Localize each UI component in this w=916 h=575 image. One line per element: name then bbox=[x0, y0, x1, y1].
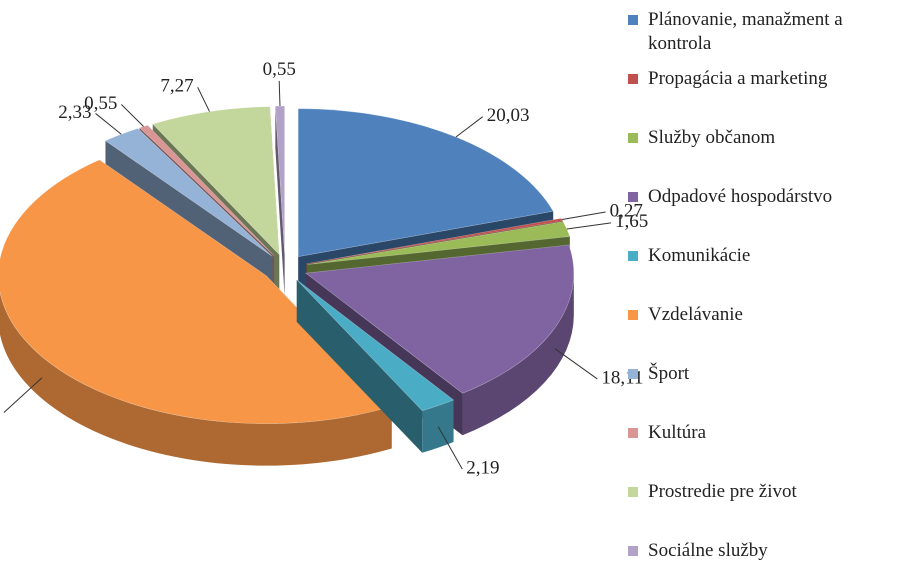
legend-label: Plánovanie, manažment a kontrola bbox=[648, 9, 843, 54]
legend-item: Šport bbox=[628, 362, 910, 421]
legend-label: Kultúra bbox=[648, 422, 707, 443]
legend-label: Služby občanom bbox=[648, 127, 776, 148]
legend-swatch bbox=[628, 546, 638, 556]
legend-item: Kultúra bbox=[628, 421, 910, 480]
legend-swatch bbox=[628, 487, 638, 497]
legend-item: Služby občanom bbox=[628, 126, 910, 185]
slice-side bbox=[275, 106, 285, 297]
slice-wall bbox=[0, 292, 392, 466]
leader-line bbox=[197, 87, 210, 112]
legend-swatch bbox=[628, 15, 638, 25]
slice-top bbox=[306, 221, 571, 265]
legend-label: Šport bbox=[648, 363, 690, 384]
data-label: 20,03 bbox=[487, 105, 530, 126]
legend-item: Propagácia a marketing bbox=[628, 67, 910, 126]
legend-swatch bbox=[628, 133, 638, 143]
slice bbox=[296, 279, 455, 453]
slice-top bbox=[296, 279, 455, 412]
legend-swatch bbox=[628, 74, 638, 84]
data-label: 0,55 bbox=[263, 59, 296, 80]
legend-swatch bbox=[628, 192, 638, 202]
data-label: 0,27 bbox=[610, 200, 643, 221]
legend-swatch bbox=[628, 310, 638, 320]
leader-line bbox=[278, 80, 281, 107]
data-label: 2,33 bbox=[58, 102, 91, 123]
slice-wall bbox=[462, 273, 574, 436]
legend-item: Odpadové hospodárstvo bbox=[628, 185, 910, 244]
legend-label: Komunikácie bbox=[648, 245, 751, 266]
slice bbox=[275, 105, 285, 297]
slice-top bbox=[0, 159, 393, 424]
leader-line bbox=[554, 348, 598, 380]
legend-label: Vzdelávanie bbox=[648, 304, 743, 325]
legend-item: Sociálne služby bbox=[628, 539, 910, 575]
leader-line bbox=[455, 116, 484, 138]
legend-label: Propagácia a marketing bbox=[648, 68, 828, 89]
legend-item: Komunikácie bbox=[628, 244, 910, 303]
leader-line bbox=[95, 113, 122, 135]
legend-item: Prostredie pre život bbox=[628, 480, 910, 539]
slice-top bbox=[152, 106, 280, 256]
legend-item: Plánovanie, manažment a kontrola bbox=[628, 8, 910, 67]
legend-swatch bbox=[628, 428, 638, 438]
legend-label: Prostredie pre život bbox=[648, 481, 797, 502]
leader-line bbox=[566, 222, 612, 230]
legend-swatch bbox=[628, 251, 638, 261]
slice-top bbox=[297, 108, 554, 258]
legend-label: Odpadové hospodárstvo bbox=[648, 186, 833, 207]
legend-swatch bbox=[628, 369, 638, 379]
legend: Plánovanie, manažment a kontrola Propagác… bbox=[628, 8, 910, 575]
data-label: 7,27 bbox=[160, 76, 193, 97]
data-label: 1,65 bbox=[615, 211, 648, 232]
legend-item: Vzdelávanie bbox=[628, 303, 910, 362]
leader-line bbox=[3, 377, 43, 413]
legend-label: Sociálne služby bbox=[648, 540, 768, 561]
leader-line bbox=[562, 211, 606, 221]
slice-top bbox=[306, 218, 564, 265]
leader-line bbox=[121, 104, 144, 127]
data-label: 0,55 bbox=[84, 93, 117, 114]
slice-top bbox=[305, 244, 575, 394]
leader-line bbox=[437, 426, 463, 470]
data-label: 2,19 bbox=[466, 457, 499, 478]
slice-side bbox=[296, 279, 423, 453]
